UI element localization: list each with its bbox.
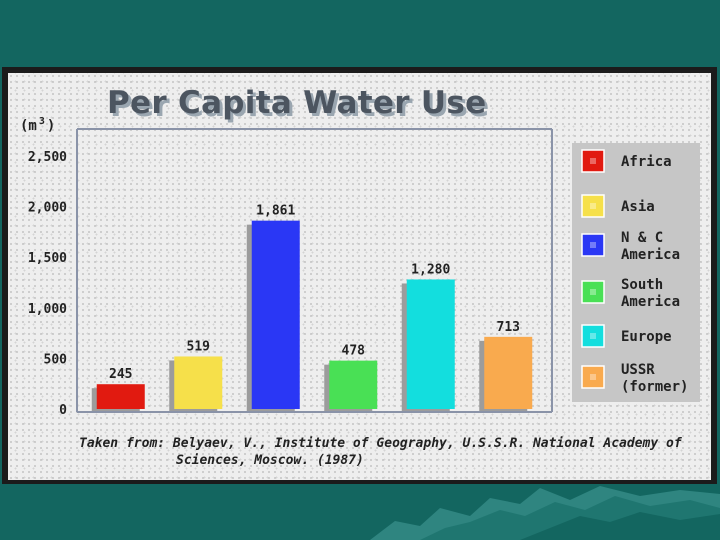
- bar-value-label: 1,280: [411, 262, 450, 277]
- slide-top-band: [0, 0, 720, 62]
- bar: [96, 384, 145, 409]
- legend-swatch-glint: [590, 158, 596, 164]
- legend-label-line: America: [621, 294, 680, 310]
- y-tick-label: 500: [44, 352, 68, 367]
- bar: [406, 279, 455, 409]
- legend-swatch-glint: [590, 242, 596, 248]
- bar: [174, 356, 223, 409]
- legend-label-line: South: [621, 277, 663, 293]
- legend-label: Europe: [621, 329, 672, 345]
- legend-swatch: [581, 280, 605, 304]
- y-tick-label: 2,000: [28, 201, 67, 216]
- chart-title-shadow: Per Capita Water Use: [110, 88, 489, 124]
- y-tick-label: 0: [59, 403, 67, 418]
- y-tick-label: 1,000: [28, 302, 67, 317]
- bars-group: 245 519 1,861 478 1,280 713: [91, 204, 533, 411]
- legend-label-line: Europe: [621, 329, 672, 345]
- legend-label-line: Africa: [621, 154, 672, 170]
- y-axis-unit-superscript: 3: [39, 116, 45, 127]
- legend-swatch: [581, 233, 605, 257]
- legend-swatch: [581, 365, 605, 389]
- chart-title: Per Capita Water Use: [107, 85, 486, 121]
- bar: [329, 360, 378, 409]
- legend-label-line: Asia: [621, 199, 655, 215]
- legend-label: USSR (former): [621, 362, 688, 395]
- source-note: Taken from: Belyaev, V., Institute of Ge…: [79, 436, 683, 468]
- legend-swatch-glint: [590, 374, 596, 380]
- legend-swatch-glint: [590, 333, 596, 339]
- legend-label-line: N & C: [621, 230, 663, 246]
- legend-label: South America: [621, 277, 680, 310]
- legend-swatch: [581, 149, 605, 173]
- legend-label: Asia: [621, 199, 655, 215]
- source-line: Sciences, Moscow. (1987): [176, 453, 364, 468]
- bar-value-label: 519: [187, 339, 210, 354]
- bar: [251, 220, 300, 409]
- y-axis-unit: (m 3): [20, 116, 55, 134]
- legend-label-line: America: [621, 247, 680, 263]
- bar-value-label: 245: [109, 367, 132, 382]
- y-tick-labels: 0 500 1,000 1,500 2,000 2,500: [28, 150, 67, 418]
- source-line: Taken from: Belyaev, V., Institute of Ge…: [79, 436, 683, 451]
- legend-swatch-glint: [590, 203, 596, 209]
- y-tick-label: 1,500: [28, 251, 67, 266]
- bar-value-label: 1,861: [256, 204, 295, 219]
- y-axis-unit-base: (m: [20, 118, 37, 134]
- bar-value-label: 713: [497, 320, 520, 335]
- legend-label-line: USSR: [621, 362, 655, 378]
- legend-label: Africa: [621, 154, 672, 170]
- bar-value-label: 478: [342, 344, 366, 359]
- decorative-mountains: [370, 486, 720, 540]
- legend-label: N & C America: [621, 230, 680, 263]
- legend-swatch: [581, 324, 605, 348]
- y-axis-unit-close: ): [47, 118, 55, 134]
- bar: [484, 336, 533, 409]
- legend-swatch-glint: [590, 289, 596, 295]
- bar-chart: Per Capita Water Use Per Capita Water Us…: [20, 85, 700, 468]
- legend-box: [572, 143, 700, 402]
- legend-swatch: [581, 194, 605, 218]
- y-tick-label: 2,500: [28, 150, 67, 165]
- legend-label-line: (former): [621, 379, 688, 395]
